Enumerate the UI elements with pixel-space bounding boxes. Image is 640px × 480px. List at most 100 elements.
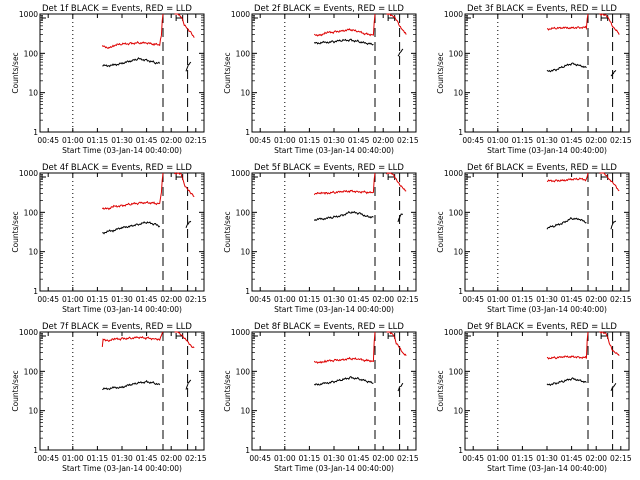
y-tick-label: 100 bbox=[236, 367, 251, 376]
y-tick-label: 10 bbox=[453, 407, 463, 416]
panel-title: Det 9f BLACK = Events, RED = LLD bbox=[467, 322, 617, 332]
panel-title: Det 8f BLACK = Events, RED = LLD bbox=[254, 322, 404, 332]
y-tick-label: 1000 bbox=[444, 169, 463, 178]
y-tick-label: 1 bbox=[458, 128, 463, 137]
events-series-line bbox=[610, 220, 617, 230]
y-tick-label: 10 bbox=[28, 89, 38, 98]
x-tick-label: 01:45 bbox=[561, 295, 583, 304]
panel-title: Det 1f BLACK = Events, RED = LLD bbox=[42, 4, 192, 14]
x-tick-label: 01:15 bbox=[87, 454, 109, 463]
x-tick-label: 01:30 bbox=[323, 454, 345, 463]
x-tick-label: 02:15 bbox=[185, 295, 207, 304]
x-tick-label: 00:45 bbox=[462, 136, 484, 145]
x-tick-label: 02:15 bbox=[397, 295, 419, 304]
events-series-line bbox=[397, 48, 404, 57]
x-tick-label: 01:00 bbox=[487, 136, 509, 145]
events-series-line bbox=[610, 69, 617, 77]
panel-title: Det 7f BLACK = Events, RED = LLD bbox=[42, 322, 192, 332]
x-tick-label: 02:00 bbox=[585, 295, 607, 304]
x-tick-label: 01:45 bbox=[348, 454, 370, 463]
y-tick-label: 10 bbox=[453, 248, 463, 257]
x-tick-label: 00:45 bbox=[37, 295, 59, 304]
y-tick-label: 10 bbox=[453, 89, 463, 98]
y-tick-label: 1 bbox=[245, 128, 250, 137]
x-tick-label: 01:00 bbox=[274, 454, 296, 463]
y-tick-label: 100 bbox=[24, 208, 39, 217]
x-tick-label: 01:00 bbox=[487, 295, 509, 304]
lld-series-line bbox=[174, 331, 195, 349]
y-tick-label: 1 bbox=[458, 446, 463, 455]
detector-panel-6: Det 6f BLACK = Events, RED = LLD 1 10 100 10… bbox=[436, 163, 632, 314]
plot-frame bbox=[39, 13, 205, 133]
x-tick-label: 02:00 bbox=[372, 454, 394, 463]
lld-series-line bbox=[599, 331, 620, 356]
lld-series-line bbox=[174, 13, 195, 38]
x-tick-label: 01:00 bbox=[274, 136, 296, 145]
y-tick-label: 1000 bbox=[231, 328, 250, 337]
plot-frame bbox=[251, 172, 417, 292]
lld-series-line bbox=[386, 331, 407, 356]
x-tick-label: 02:15 bbox=[397, 454, 419, 463]
x-tick-label: 01:45 bbox=[136, 136, 158, 145]
x-axis-label: Start Time (03-Jan-14 00:40:00) bbox=[62, 464, 182, 473]
x-tick-label: 00:45 bbox=[249, 454, 271, 463]
panel-title: Det 5f BLACK = Events, RED = LLD bbox=[254, 163, 404, 173]
y-axis-label: Counts/sec bbox=[223, 52, 232, 93]
y-tick-label: 100 bbox=[24, 49, 39, 58]
x-tick-label: 00:45 bbox=[37, 454, 59, 463]
events-series-line bbox=[102, 57, 161, 68]
lld-series-line bbox=[599, 13, 620, 35]
x-tick-label: 01:00 bbox=[62, 295, 84, 304]
lld-series-line bbox=[313, 13, 376, 37]
x-axis-label: Start Time (03-Jan-14 00:40:00) bbox=[274, 305, 394, 314]
y-tick-label: 100 bbox=[449, 49, 464, 58]
x-tick-label: 01:30 bbox=[111, 136, 133, 145]
x-tick-label: 02:00 bbox=[160, 295, 182, 304]
y-tick-label: 100 bbox=[236, 49, 251, 58]
x-tick-label: 01:15 bbox=[299, 454, 321, 463]
events-series-line bbox=[313, 210, 374, 222]
panel-title: Det 3f BLACK = Events, RED = LLD bbox=[467, 4, 617, 14]
lld-series-line bbox=[101, 172, 164, 211]
y-tick-label: 1 bbox=[33, 287, 38, 296]
lld-series-line bbox=[546, 331, 589, 360]
y-axis-label: Counts/sec bbox=[223, 211, 232, 252]
x-axis-label: Start Time (03-Jan-14 00:40:00) bbox=[274, 146, 394, 155]
lld-series-line bbox=[386, 172, 407, 192]
events-series-line bbox=[313, 376, 374, 386]
events-series-line bbox=[185, 220, 192, 228]
y-tick-label: 10 bbox=[28, 407, 38, 416]
events-series-line bbox=[185, 379, 192, 390]
x-tick-label: 01:45 bbox=[348, 295, 370, 304]
x-tick-label: 01:00 bbox=[62, 454, 84, 463]
y-tick-label: 1000 bbox=[444, 328, 463, 337]
x-tick-label: 02:00 bbox=[585, 454, 607, 463]
y-tick-label: 10 bbox=[240, 407, 250, 416]
events-series-line bbox=[102, 379, 161, 391]
x-tick-label: 02:15 bbox=[610, 454, 632, 463]
y-tick-label: 100 bbox=[236, 208, 251, 217]
lld-series-line bbox=[101, 13, 164, 50]
x-tick-label: 01:30 bbox=[536, 136, 558, 145]
x-tick-label: 01:00 bbox=[487, 454, 509, 463]
x-tick-label: 01:15 bbox=[87, 136, 109, 145]
events-series-line bbox=[397, 213, 404, 223]
y-axis-label: Counts/sec bbox=[436, 211, 445, 252]
y-tick-label: 10 bbox=[240, 248, 250, 257]
x-axis-label: Start Time (03-Jan-14 00:40:00) bbox=[487, 305, 607, 314]
events-series-line bbox=[313, 38, 374, 46]
x-tick-label: 02:00 bbox=[585, 136, 607, 145]
lld-series-line bbox=[101, 331, 164, 347]
y-tick-label: 100 bbox=[449, 367, 464, 376]
events-series-line bbox=[397, 382, 404, 392]
x-tick-label: 02:15 bbox=[610, 295, 632, 304]
detector-panel-2: Det 2f BLACK = Events, RED = LLD 1 10 100 10… bbox=[223, 4, 419, 155]
y-tick-label: 1000 bbox=[231, 169, 250, 178]
x-axis-label: Start Time (03-Jan-14 00:40:00) bbox=[62, 305, 182, 314]
x-tick-label: 01:45 bbox=[136, 295, 158, 304]
y-tick-label: 1 bbox=[245, 446, 250, 455]
panel-title: Det 6f BLACK = Events, RED = LLD bbox=[467, 163, 617, 173]
y-tick-label: 100 bbox=[24, 367, 39, 376]
x-tick-label: 01:15 bbox=[512, 136, 534, 145]
